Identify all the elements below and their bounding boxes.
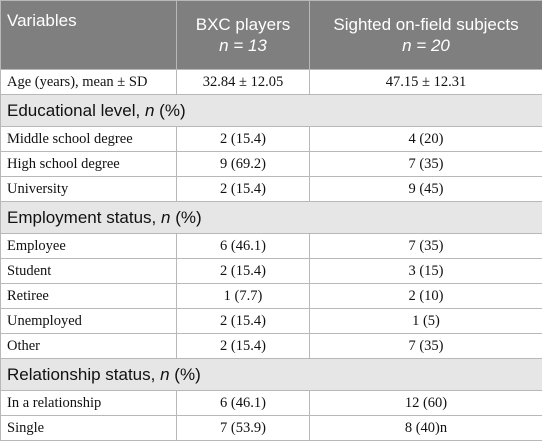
- row-label: Age (years), mean ± SD: [1, 70, 177, 95]
- section-title-pct: (%): [170, 208, 201, 227]
- row-bxc-value: 2 (15.4): [177, 259, 310, 284]
- row-label: Middle school degree: [1, 127, 177, 152]
- row-sighted-value: 3 (15): [310, 259, 542, 284]
- section-title-pct: (%): [170, 365, 201, 384]
- row-label: Unemployed: [1, 309, 177, 334]
- row-bxc-value: 2 (15.4): [177, 309, 310, 334]
- row-sighted-value: 1 (5): [310, 309, 542, 334]
- header-sighted-subjects-label: Sighted on-field subjects: [316, 14, 536, 35]
- row-bxc-value: 6 (46.1): [177, 391, 310, 416]
- header-row: Variables BXC players n = 13 Sighted on-…: [1, 1, 542, 70]
- section-relationship-status: Relationship status, n (%): [1, 359, 542, 391]
- header-sighted-subjects: Sighted on-field subjects n = 20: [310, 1, 542, 70]
- row-sighted-value: 47.15 ± 12.31: [310, 70, 542, 95]
- table-row: In a relationship 6 (46.1) 12 (60): [1, 391, 542, 416]
- row-sighted-value: 7 (35): [310, 152, 542, 177]
- table-row: High school degree 9 (69.2) 7 (35): [1, 152, 542, 177]
- row-label: Single: [1, 416, 177, 441]
- row-sighted-value: 2 (10): [310, 284, 542, 309]
- row-sighted-value: 12 (60): [310, 391, 542, 416]
- row-label: Employee: [1, 234, 177, 259]
- section-employment-status: Employment status, n (%): [1, 202, 542, 234]
- age-row: Age (years), mean ± SD 32.84 ± 12.05 47.…: [1, 70, 542, 95]
- table-row: University 2 (15.4) 9 (45): [1, 177, 542, 202]
- table-row: Unemployed 2 (15.4) 1 (5): [1, 309, 542, 334]
- section-educational-level: Educational level, n (%): [1, 95, 542, 127]
- section-title-text: Relationship status,: [7, 365, 160, 384]
- table-row: Retiree 1 (7.7) 2 (10): [1, 284, 542, 309]
- table-row: Single 7 (53.9) 8 (40)n: [1, 416, 542, 441]
- row-label: Other: [1, 334, 177, 359]
- row-bxc-value: 1 (7.7): [177, 284, 310, 309]
- row-sighted-value: 8 (40)n: [310, 416, 542, 441]
- row-sighted-value: 7 (35): [310, 334, 542, 359]
- row-bxc-value: 2 (15.4): [177, 334, 310, 359]
- row-label: In a relationship: [1, 391, 177, 416]
- header-bxc-players: BXC players n = 13: [177, 1, 310, 70]
- row-bxc-value: 6 (46.1): [177, 234, 310, 259]
- section-title-n: n: [160, 365, 169, 384]
- section-title: Relationship status, n (%): [1, 359, 542, 391]
- header-bxc-players-label: BXC players: [183, 14, 303, 35]
- row-bxc-value: 7 (53.9): [177, 416, 310, 441]
- row-bxc-value: 2 (15.4): [177, 177, 310, 202]
- row-label: University: [1, 177, 177, 202]
- row-bxc-value: 32.84 ± 12.05: [177, 70, 310, 95]
- header-sighted-subjects-n: n = 20: [316, 35, 536, 56]
- section-title-text: Employment status,: [7, 208, 161, 227]
- table-row: Student 2 (15.4) 3 (15): [1, 259, 542, 284]
- row-label: High school degree: [1, 152, 177, 177]
- row-bxc-value: 9 (69.2): [177, 152, 310, 177]
- header-bxc-players-n: n = 13: [183, 35, 303, 56]
- row-bxc-value: 2 (15.4): [177, 127, 310, 152]
- row-sighted-value: 9 (45): [310, 177, 542, 202]
- section-title-text: Educational level,: [7, 101, 145, 120]
- row-label: Retiree: [1, 284, 177, 309]
- section-title: Employment status, n (%): [1, 202, 542, 234]
- header-variables: Variables: [1, 1, 177, 70]
- table-row: Employee 6 (46.1) 7 (35): [1, 234, 542, 259]
- section-title-pct: (%): [154, 101, 185, 120]
- table-row: Other 2 (15.4) 7 (35): [1, 334, 542, 359]
- row-sighted-value: 4 (20): [310, 127, 542, 152]
- section-title: Educational level, n (%): [1, 95, 542, 127]
- row-label: Student: [1, 259, 177, 284]
- row-sighted-value: 7 (35): [310, 234, 542, 259]
- table-row: Middle school degree 2 (15.4) 4 (20): [1, 127, 542, 152]
